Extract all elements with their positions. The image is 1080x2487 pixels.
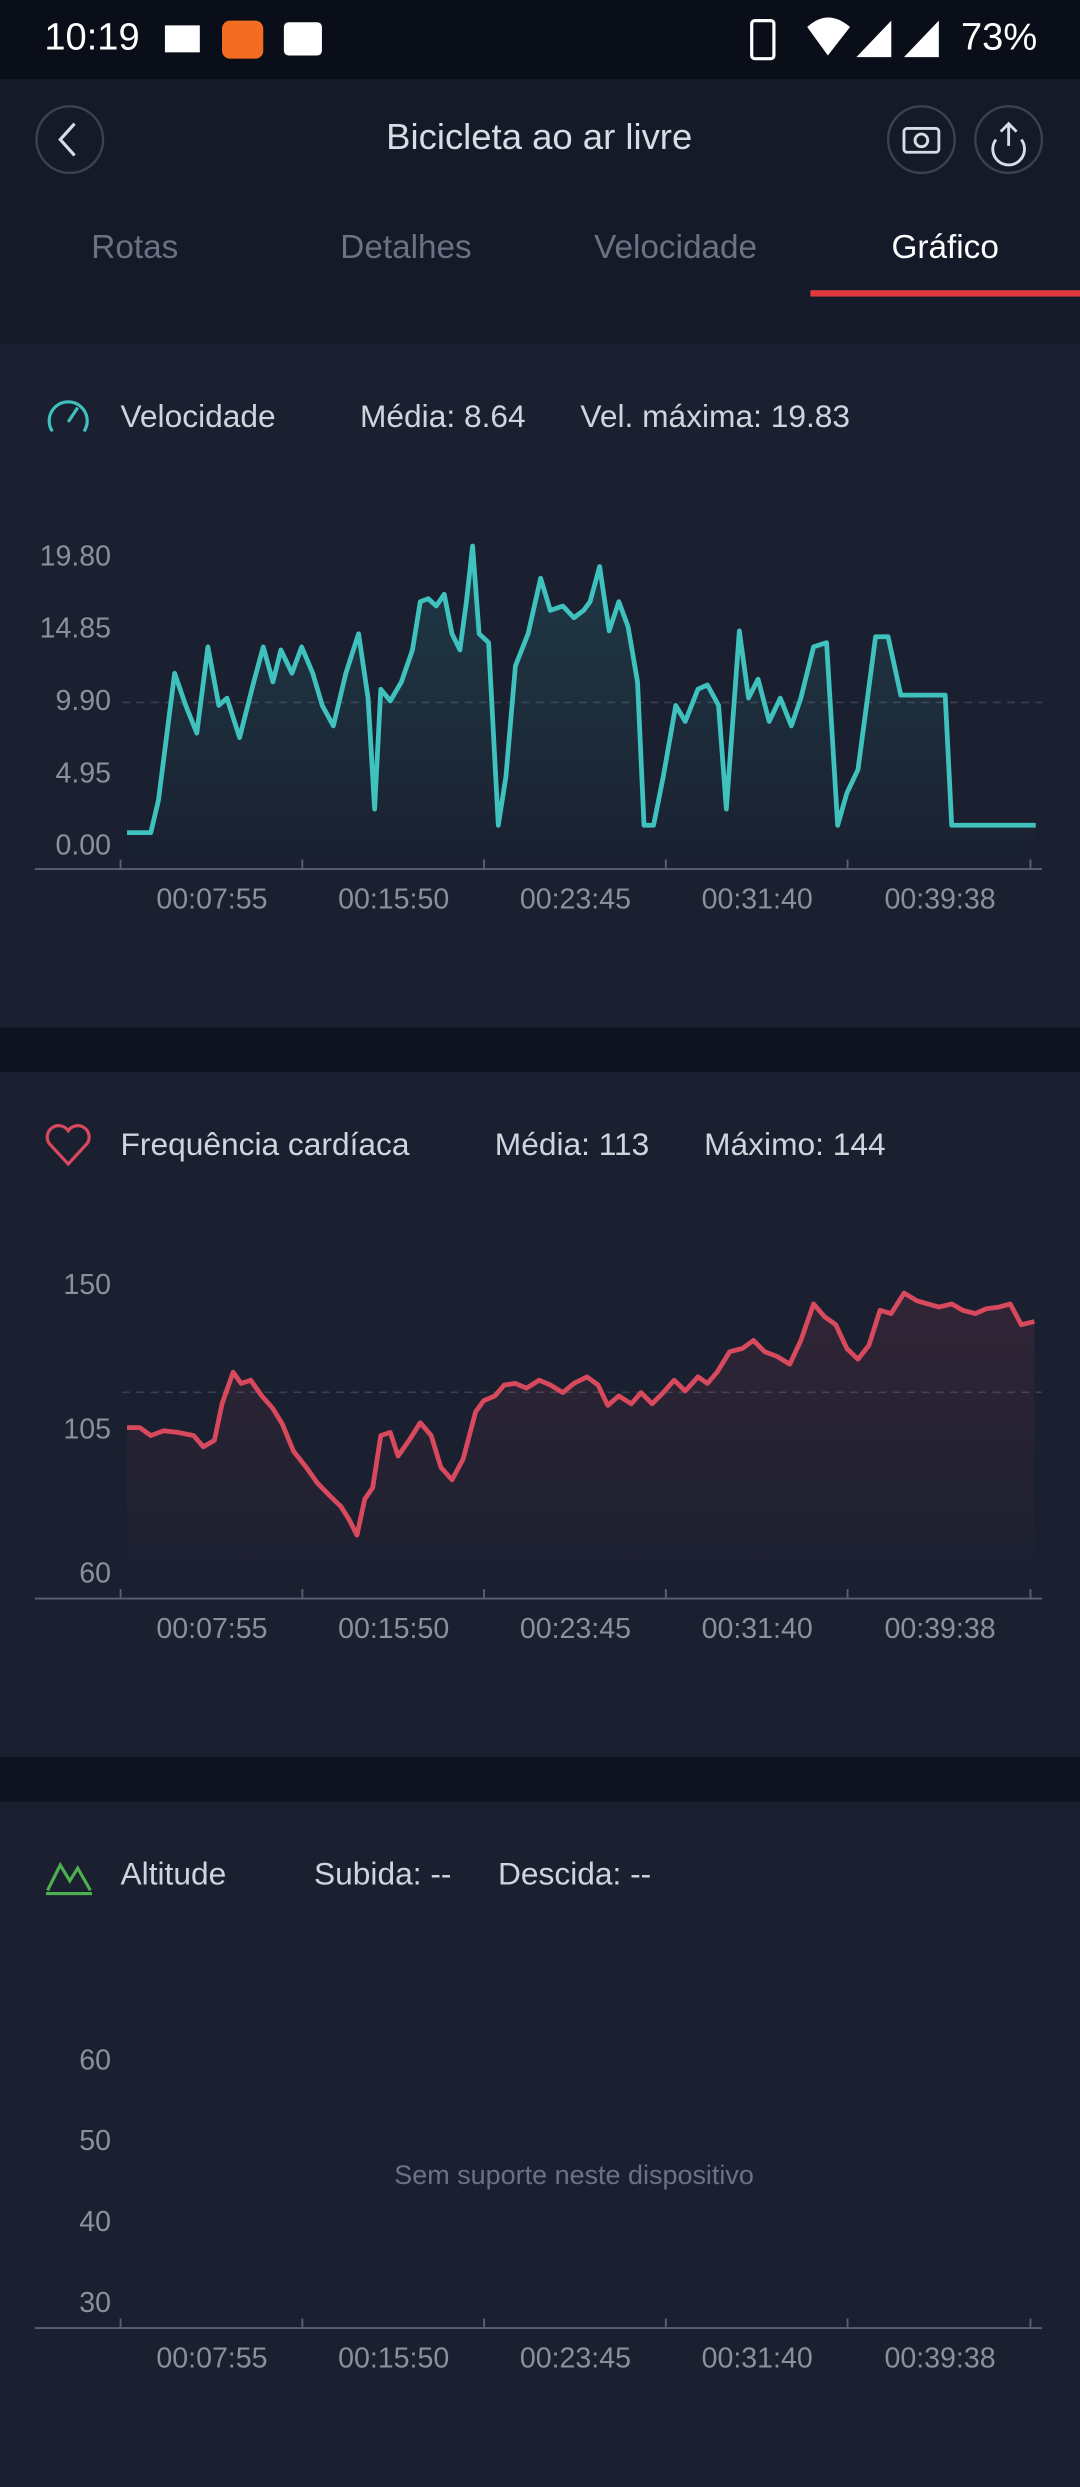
x-tick-label: 00:23:45 bbox=[520, 1613, 631, 1645]
x-tick-label: 00:39:38 bbox=[885, 1613, 996, 1645]
status-icons bbox=[164, 17, 939, 61]
y-tick-label: 9.90 bbox=[55, 685, 111, 717]
y-tick-label: 105 bbox=[63, 1413, 111, 1445]
x-tick-label: 00:07:55 bbox=[156, 1613, 267, 1645]
x-tick-label: 00:23:45 bbox=[520, 2342, 631, 2374]
chart-title: Velocidade bbox=[121, 398, 276, 434]
status-time: 10:19 bbox=[44, 17, 139, 59]
empty-message: Sem suporte neste dispositivo bbox=[394, 2160, 754, 2190]
y-tick-label: 50 bbox=[79, 2125, 111, 2157]
x-tick-label: 00:07:55 bbox=[156, 2342, 267, 2374]
heart-icon bbox=[45, 1124, 91, 1167]
y-tick-label: 19.80 bbox=[40, 540, 111, 572]
x-tick-label: 00:31:40 bbox=[702, 2342, 813, 2374]
speed-icon bbox=[47, 400, 89, 433]
camera-button[interactable] bbox=[886, 105, 956, 175]
chart-stat: Descida: -- bbox=[498, 1855, 651, 1891]
x-tick-label: 00:15:50 bbox=[338, 1613, 449, 1645]
y-tick-label: 60 bbox=[79, 2044, 111, 2076]
share-button[interactable] bbox=[974, 105, 1044, 175]
card bbox=[0, 1801, 1080, 2487]
separator bbox=[0, 1757, 1080, 1802]
chart-stat: Vel. máxima: 19.83 bbox=[580, 398, 850, 434]
back-button[interactable] bbox=[35, 105, 105, 175]
header-title: Bicicleta ao ar livre bbox=[386, 116, 692, 157]
x-tick-label: 00:15:50 bbox=[338, 2342, 449, 2374]
x-tick-label: 00:15:50 bbox=[338, 883, 449, 915]
y-tick-label: 150 bbox=[63, 1269, 111, 1301]
chart-stat: Média: 8.64 bbox=[360, 398, 526, 434]
y-tick-label: 60 bbox=[79, 1557, 111, 1589]
chart-stat: Média: 113 bbox=[495, 1126, 650, 1162]
area bbox=[127, 546, 1036, 870]
separator bbox=[0, 1027, 1080, 1073]
tab-indicator bbox=[810, 290, 1080, 297]
x-tick-label: 00:39:38 bbox=[885, 2342, 996, 2374]
y-tick-label: 14.85 bbox=[40, 613, 111, 645]
x-tick-label: 00:07:55 bbox=[156, 883, 267, 915]
y-tick-label: 30 bbox=[79, 2287, 111, 2319]
line bbox=[127, 1290, 1035, 1538]
tab[interactable]: Velocidade bbox=[594, 229, 757, 266]
tab[interactable]: Detalhes bbox=[340, 229, 471, 266]
chart-title: Altitude bbox=[121, 1855, 227, 1891]
x-tick-label: 00:23:45 bbox=[520, 883, 631, 915]
chart-title: Frequência cardíaca bbox=[121, 1126, 410, 1162]
chart-stat: Máximo: 144 bbox=[704, 1126, 886, 1162]
chart-stat: Subida: -- bbox=[314, 1855, 451, 1891]
tab-active[interactable]: Gráfico bbox=[892, 229, 999, 266]
x-tick-label: 00:31:40 bbox=[702, 883, 813, 915]
status-bar bbox=[0, 0, 1080, 80]
tab[interactable]: Rotas bbox=[91, 229, 178, 266]
y-tick-label: 0.00 bbox=[55, 830, 111, 862]
app-header bbox=[0, 79, 1080, 345]
status-battery: 73% bbox=[961, 17, 1037, 59]
x-tick-label: 00:39:38 bbox=[885, 883, 996, 915]
y-tick-label: 40 bbox=[79, 2206, 111, 2238]
x-tick-label: 00:31:40 bbox=[702, 1613, 813, 1645]
line bbox=[127, 543, 1036, 835]
area bbox=[127, 1292, 1035, 1599]
mountain-icon bbox=[45, 1861, 92, 1896]
y-tick-label: 4.95 bbox=[55, 757, 111, 789]
